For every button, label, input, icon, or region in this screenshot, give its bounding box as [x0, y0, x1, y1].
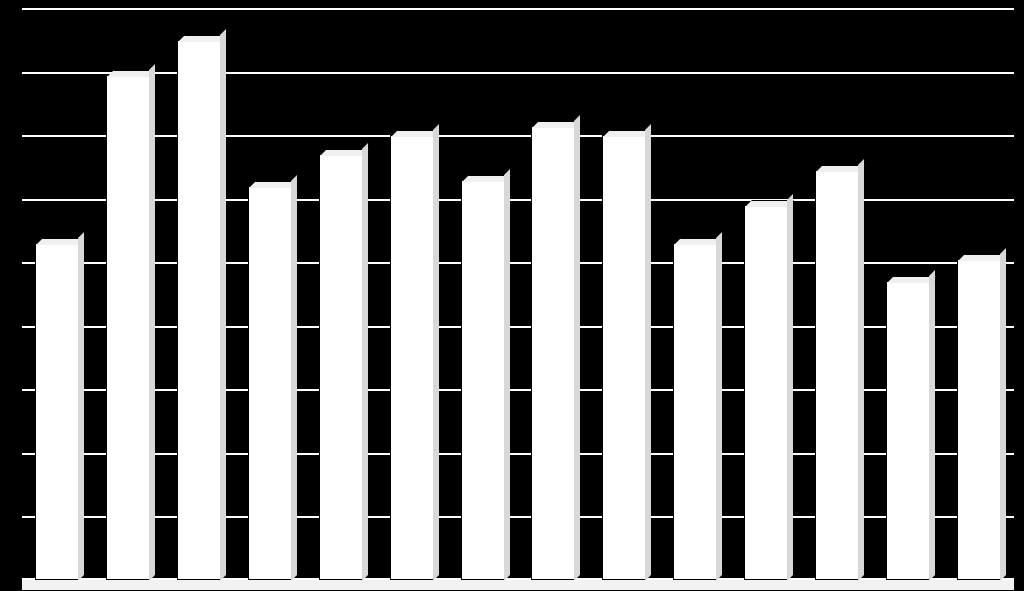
bar-slot	[164, 8, 235, 580]
bar-slot	[801, 8, 872, 580]
bar-slot	[943, 8, 1014, 580]
bar-slot	[376, 8, 447, 580]
bar-slot	[731, 8, 802, 580]
bar	[390, 135, 434, 580]
bar-side-face	[574, 115, 580, 581]
chart-canvas	[0, 0, 1024, 591]
bar	[461, 180, 505, 580]
bar-slot	[93, 8, 164, 580]
bar-side-face	[929, 270, 935, 581]
bar-side-face	[787, 194, 793, 581]
bar	[957, 259, 1001, 580]
bar-side-face	[504, 169, 510, 581]
bar-slot	[235, 8, 306, 580]
bar	[531, 126, 575, 580]
bar	[248, 186, 292, 580]
bar-slot	[660, 8, 731, 580]
bar-slot	[589, 8, 660, 580]
bar-slot	[305, 8, 376, 580]
bar-side-face	[1000, 248, 1006, 581]
bar	[106, 75, 150, 580]
bar-side-face	[220, 29, 226, 581]
bar	[744, 205, 788, 580]
bar	[35, 243, 79, 580]
bar	[886, 281, 930, 580]
bars-container	[22, 8, 1014, 580]
bar-side-face	[362, 143, 368, 581]
bar-side-face	[149, 64, 155, 581]
bar	[319, 154, 363, 580]
bar	[815, 170, 859, 580]
bar-side-face	[433, 124, 439, 581]
bar	[602, 135, 646, 580]
plot-area	[22, 8, 1014, 580]
bar-side-face	[291, 175, 297, 581]
bar-side-face	[858, 159, 864, 581]
bar-side-face	[716, 232, 722, 581]
bar-slot	[872, 8, 943, 580]
bar	[673, 243, 717, 580]
bar-side-face	[78, 232, 84, 581]
bar-slot	[518, 8, 589, 580]
bar-side-face	[645, 124, 651, 581]
bar	[177, 40, 221, 580]
bar-slot	[22, 8, 93, 580]
bar-slot	[447, 8, 518, 580]
